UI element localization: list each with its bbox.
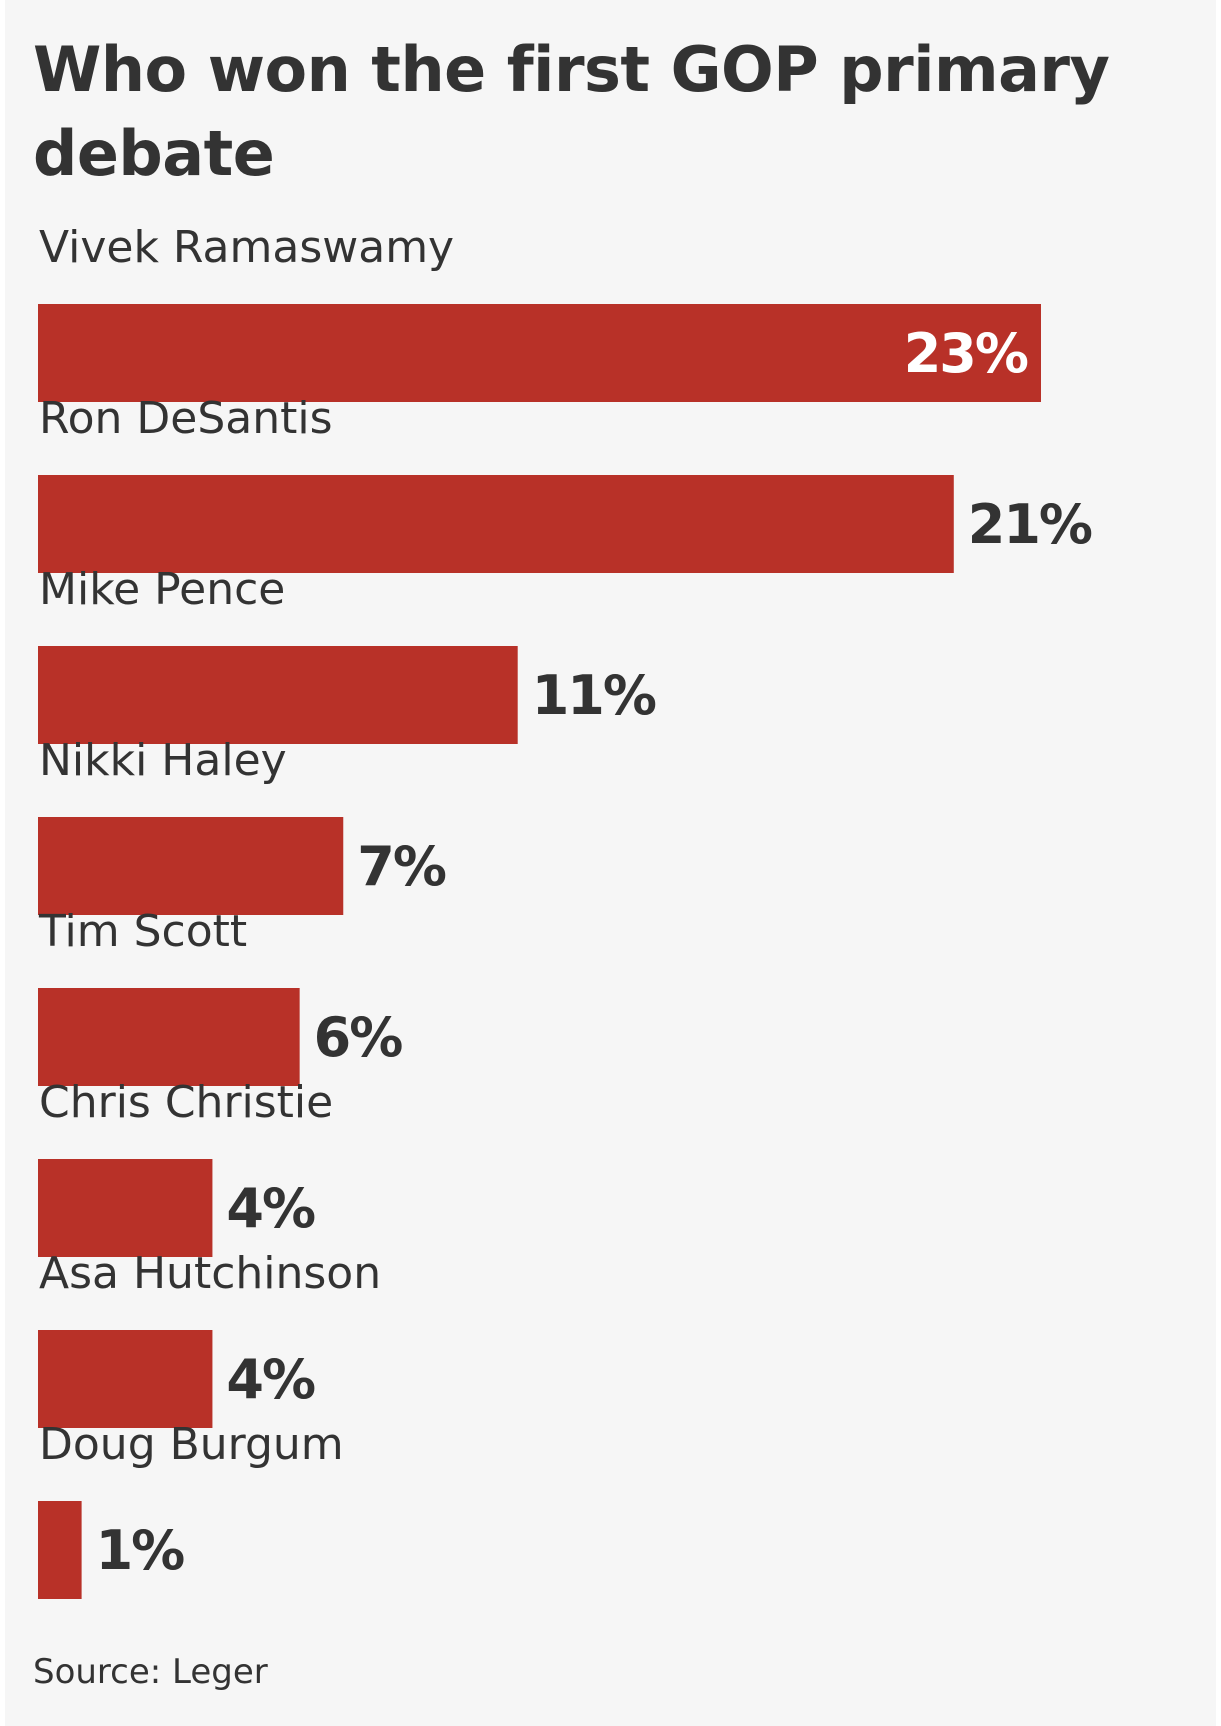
source-note: Source: Leger (33, 1652, 268, 1692)
value-label: 4% (226, 1177, 315, 1240)
bar (38, 1330, 213, 1428)
category-label: Vivek Ramaswamy (39, 222, 454, 273)
chart-title: Who won the first GOP primary debate (33, 33, 1110, 190)
value-label: 21% (968, 493, 1092, 556)
category-label: Asa Hutchinson (39, 1248, 381, 1299)
value-label: 23% (904, 322, 1028, 385)
category-label: Ron DeSantis (39, 393, 333, 444)
bar (38, 475, 954, 573)
value-label: 11% (532, 664, 656, 727)
bar (38, 646, 518, 744)
bar (38, 817, 344, 915)
bar-chart: Vivek Ramaswamy 23% Ron DeSantis 21% Mike Pe… (38, 222, 1094, 1599)
bar (38, 304, 1041, 402)
category-label: Doug Burgum (39, 1419, 344, 1470)
value-label: 6% (314, 1006, 403, 1069)
value-label: 4% (226, 1348, 315, 1411)
category-label: Chris Christie (39, 1077, 333, 1128)
category-label: Nikki Haley (39, 735, 287, 786)
category-label: Mike Pence (39, 564, 285, 615)
bar (38, 1501, 82, 1599)
chart-panel: Who won the first GOP primary debate Viv… (5, 0, 1216, 1726)
value-label: 1% (96, 1519, 185, 1582)
bar (38, 1159, 213, 1257)
category-label: Tim Scott (38, 906, 247, 957)
bar (38, 988, 300, 1086)
value-label: 7% (357, 835, 446, 898)
